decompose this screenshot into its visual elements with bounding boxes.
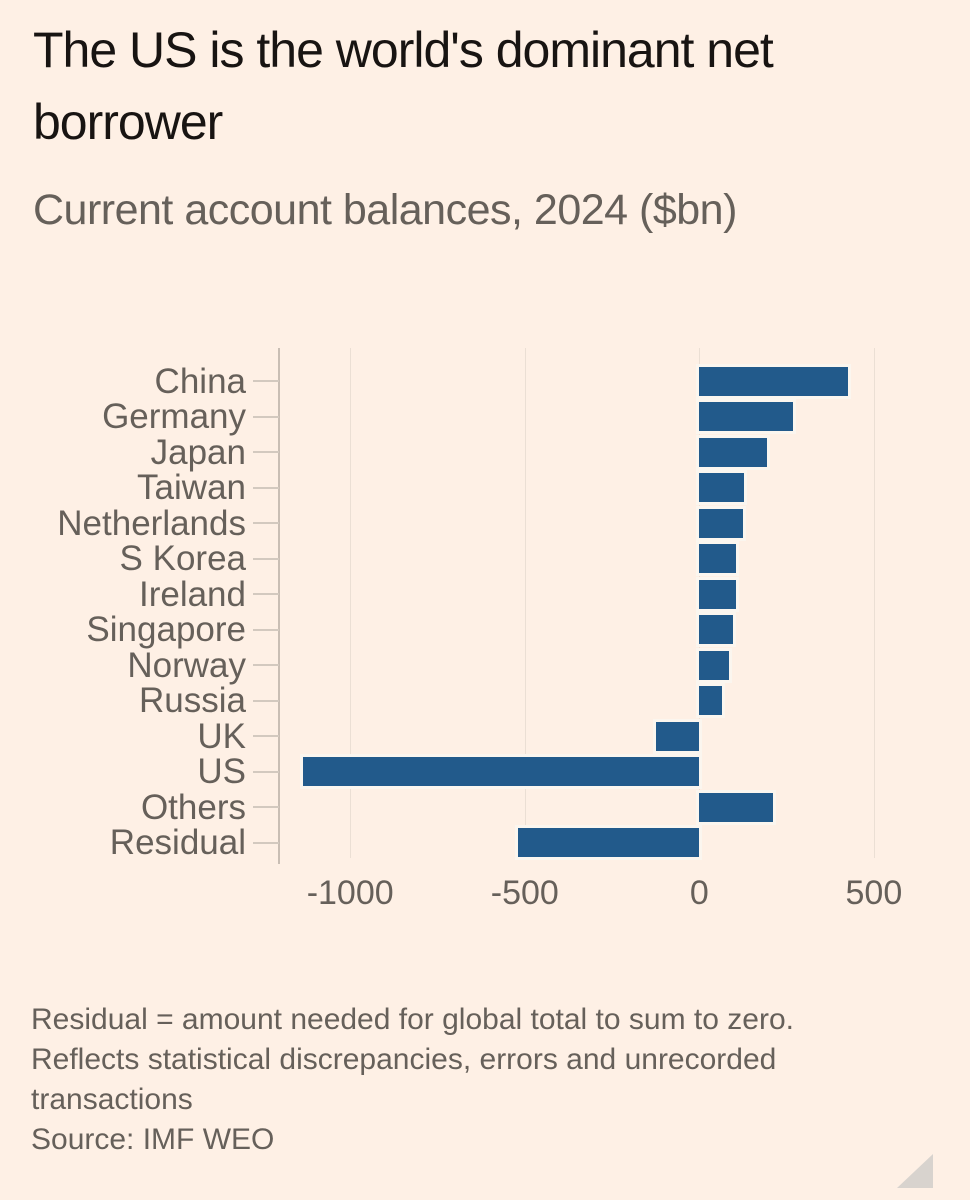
y-tick-russia [253,699,279,702]
category-label-norway: Norway [127,645,246,685]
category-label-others: Others [140,787,246,827]
y-tick-netherlands [253,522,279,524]
bar-china [699,366,848,396]
y-tick-norway [253,664,279,666]
category-label-japan: Japan [150,432,246,472]
y-tick-uk [253,735,279,737]
y-tick-ireland [253,593,279,595]
footnote-line: Residual = amount needed for global tota… [31,1003,794,1036]
y-tick-germany [253,415,279,418]
category-label-us: US [197,752,246,791]
category-label-ireland: Ireland [138,574,246,614]
resize-grip-icon [897,1154,933,1188]
source-label: Source: IMF WEO [31,1123,275,1156]
footnote-line: transactions [31,1083,193,1116]
category-label-taiwan: Taiwan [137,468,246,507]
gridline-500 [873,348,875,858]
category-label-singapore: Singapore [86,610,246,649]
y-axis-line [278,348,280,864]
category-label-russia: Russia [139,681,246,720]
footnote-line: Reflects statistical discrepancies, erro… [31,1043,777,1076]
category-label-china: China [154,361,246,401]
bar-residual [517,828,700,857]
bar-singapore [699,615,734,644]
chart-title: The US is the world's dominant net borro… [33,22,774,150]
bar-us [303,757,700,786]
x-tick-label-500: 500 [845,874,903,912]
y-tick-us [253,770,279,773]
bar-russia [699,686,723,715]
chart-subtitle: Current account balances, 2024 ($bn) [33,186,737,234]
bar-japan [699,437,768,467]
y-tick-japan [253,451,279,453]
bar-norway [699,650,729,680]
x-tick-label--500: -500 [490,874,559,912]
bar-germany [699,402,793,431]
category-label-s-korea: S Korea [119,539,246,578]
bar-chart-plot-area: China Germany Japan Taiwan Netherlands S Kore… [57,348,920,912]
gridline--500 [524,348,526,858]
category-label-residual: Residual [109,823,246,862]
category-label-uk: UK [197,716,246,756]
y-tick-singapore [253,628,279,631]
bar-taiwan [699,473,744,502]
bar-others [699,792,774,822]
chart-footnote: Residual = amount needed for global tota… [31,1000,931,1120]
category-label-netherlands: Netherlands [57,503,246,543]
y-tick-others [253,806,279,808]
category-label-germany: Germany [102,397,246,436]
bar-uk [656,721,700,751]
y-tick-s-korea [253,557,279,560]
x-tick-label-0: 0 [689,874,709,912]
gridline--1000 [350,348,352,858]
bar-ireland [699,579,736,609]
y-tick-china [253,380,279,382]
y-tick-residual [253,841,279,844]
bar-s-korea [699,544,737,573]
x-tick-label--1000: -1000 [306,874,394,912]
y-tick-taiwan [253,486,279,489]
bar-netherlands [699,508,743,538]
